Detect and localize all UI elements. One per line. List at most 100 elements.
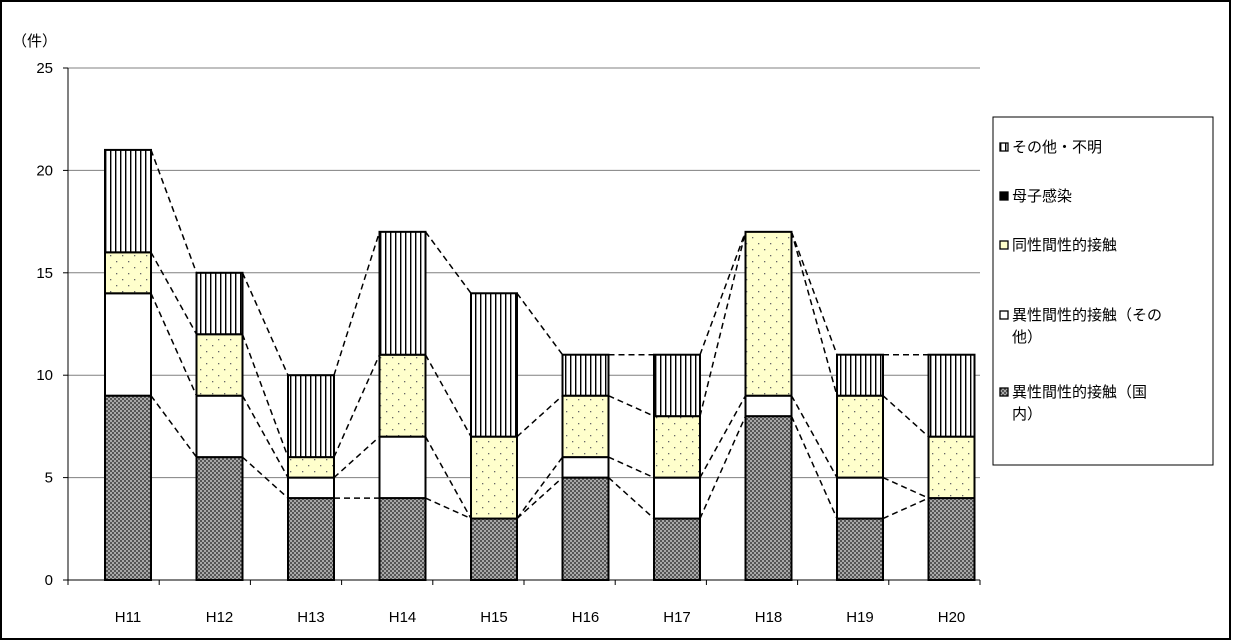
bar-H18-blank <box>744 394 793 418</box>
bar-H18-crosshatch <box>744 415 793 581</box>
bar-H20-vertical-lines <box>927 353 976 438</box>
connector-H18-blank <box>790 395 838 478</box>
y-tick-label-5: 5 <box>45 470 53 487</box>
bar-H13-dotted <box>287 456 335 479</box>
legend-swatch-blank <box>999 310 1009 320</box>
bar-H13-blank <box>287 476 335 500</box>
bar-H14-dotted <box>378 353 427 438</box>
connector-H11-vertical-lines <box>150 149 198 274</box>
x-tick-label-H18: H18 <box>755 609 783 626</box>
bar-H14-blank <box>378 435 427 500</box>
connector-H14-dotted <box>424 354 472 438</box>
connector-H16-crosshatch <box>607 477 655 520</box>
connector-H12-blank <box>241 395 289 478</box>
y-axis-ticks: 0 5 10 15 20 25 <box>36 60 68 589</box>
bar-H16-dotted <box>561 394 610 459</box>
legend-label-vertical-lines-0: その他・不明 <box>1012 139 1102 156</box>
connector-H13-vertical-lines <box>333 231 381 376</box>
bar-H17-blank <box>653 476 701 520</box>
connector-H18-vertical-lines <box>790 231 838 355</box>
connector-H19-crosshatch <box>882 497 929 520</box>
connector-H15-vertical-lines <box>516 292 564 356</box>
bar-H20-crosshatch <box>927 497 976 581</box>
legend-label-blank-1: 他） <box>1012 329 1042 346</box>
connector-H19-dotted <box>882 395 930 438</box>
bar-H12-vertical-lines <box>195 271 244 336</box>
connector-H14-crosshatch <box>425 497 472 520</box>
legend-label-dotted-0: 同性間性的接触 <box>1012 237 1117 254</box>
legend-swatch-crosshatch <box>999 387 1009 397</box>
bar-H11-vertical-lines <box>104 148 152 254</box>
connector-H11-dotted <box>150 251 198 335</box>
bar-H19-crosshatch <box>836 517 884 581</box>
bar-H17-crosshatch <box>653 517 701 581</box>
bar-H12-dotted <box>195 333 244 397</box>
bar-H14-vertical-lines <box>378 230 427 356</box>
legend-swatch-solid <box>999 191 1009 201</box>
connector-H19-blank <box>882 476 929 499</box>
bar-H19-vertical-lines <box>836 353 884 397</box>
connector-H14-vertical-lines <box>424 231 472 294</box>
x-tick-label-H14: H14 <box>389 609 417 626</box>
bar-H15-crosshatch <box>470 517 518 581</box>
bar-H13-crosshatch <box>287 497 335 581</box>
connector-H15-dotted <box>516 395 564 438</box>
bar-H15-vertical-lines <box>470 292 518 438</box>
connector-H17-crosshatch <box>699 415 747 519</box>
x-tick-label-H11: H11 <box>115 609 141 626</box>
bar-H16-crosshatch <box>561 476 610 582</box>
legend-label-crosshatch-0: 異性間性的接触（国 <box>1012 384 1147 401</box>
y-tick-label-10: 10 <box>36 367 53 384</box>
x-tick-label-H17: H17 <box>663 609 691 626</box>
bar-stacks <box>104 148 976 582</box>
y-tick-label-0: 0 <box>45 572 53 589</box>
connector-H16-blank <box>608 456 655 479</box>
connector-H16-dotted <box>608 394 655 417</box>
x-tick-label-H13: H13 <box>297 609 325 626</box>
bar-H12-crosshatch <box>195 456 244 581</box>
legend-swatch-dotted <box>999 240 1009 250</box>
connector-H15-blank <box>516 456 564 520</box>
bar-H17-dotted <box>653 415 701 479</box>
x-tick-label-H19: H19 <box>846 609 874 626</box>
legend-label-blank-0: 異性間性的接触（その <box>1012 307 1162 324</box>
bar-H16-vertical-lines <box>561 353 610 397</box>
x-axis-labels: H11 H12 H13 H14 H15 H16 H17 H18 H19 H20 <box>67 580 981 626</box>
connector-H17-blank <box>699 395 747 478</box>
connector-H18-crosshatch <box>790 415 838 519</box>
connector-H17-vertical-lines <box>699 231 747 355</box>
bar-H15-dotted <box>470 435 518 520</box>
bar-H20-dotted <box>927 435 976 500</box>
bar-H19-dotted <box>836 394 884 479</box>
connector-H17-dotted <box>699 231 747 417</box>
bar-H19-blank <box>836 476 884 520</box>
connector-H13-dotted <box>333 354 381 458</box>
connector-H11-crosshatch <box>150 395 198 458</box>
connector-H11-blank <box>150 292 198 396</box>
y-axis-unit-label: （件） <box>12 33 57 50</box>
connector-H13-blank <box>333 436 381 479</box>
legend-box <box>992 116 1214 466</box>
y-tick-label-20: 20 <box>36 162 53 179</box>
connector-H12-vertical-lines <box>241 272 289 376</box>
bar-H14-crosshatch <box>378 497 427 581</box>
x-tick-label-H16: H16 <box>572 609 600 626</box>
bar-H12-blank <box>195 394 244 459</box>
connector-H12-dotted <box>241 333 289 458</box>
bar-H11-dotted <box>104 251 152 295</box>
x-tick-label-H12: H12 <box>206 609 234 626</box>
legend-swatch-vertical-lines <box>999 142 1009 152</box>
connector-H18-dotted <box>790 231 838 396</box>
x-tick-label-H20: H20 <box>938 609 966 626</box>
connector-H15-crosshatch <box>516 477 564 520</box>
bar-H18-dotted <box>744 230 793 397</box>
legend-label-crosshatch-1: 内） <box>1012 406 1042 423</box>
bar-H11-crosshatch <box>104 394 152 581</box>
connector-H14-blank <box>424 436 472 519</box>
legend-label-solid-0: 母子感染 <box>1012 188 1072 205</box>
connector-H12-crosshatch <box>241 456 289 499</box>
bar-H13-vertical-lines <box>287 374 335 459</box>
bar-H11-blank <box>104 292 152 397</box>
bar-H16-blank <box>561 456 610 479</box>
